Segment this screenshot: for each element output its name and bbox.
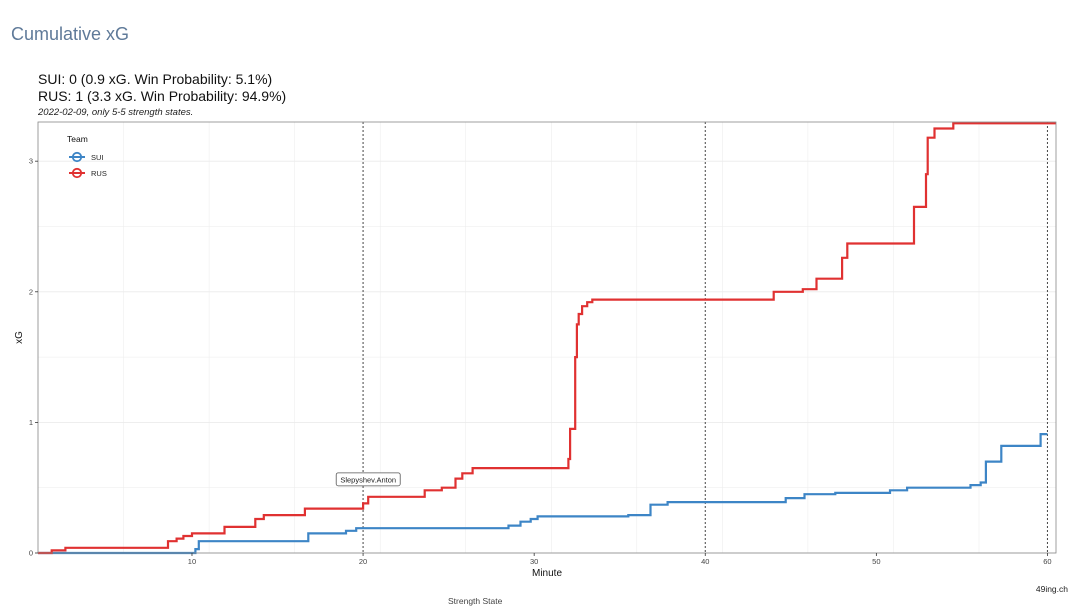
annotation-label: Slepyshev.Anton [340,475,396,484]
x-tick-label: 60 [1043,557,1051,566]
x-axis-title: Minute [532,568,562,579]
y-tick-label: 2 [29,287,33,296]
x-tick-label: 50 [872,557,880,566]
chart-subtitle-sui: SUI: 0 (0.9 xG. Win Probability: 5.1%) [38,71,273,87]
y-axis-title: xG [14,331,25,344]
x-tick-label: 40 [701,557,709,566]
series-line-rus [38,122,1056,555]
source-credit: 49ing.ch [1035,584,1068,594]
legend-label-rus: RUS [91,169,107,178]
strength-state-legend-title: Strength State [448,596,503,606]
legend-label-sui: SUI [91,153,104,162]
series-line-sui [38,433,1048,555]
legend-key-rus [71,167,83,179]
chart-caption: 2022-02-09, only 5-5 strength states. [38,107,194,118]
x-tick-label: 10 [188,557,196,566]
y-tick-label: 0 [29,549,33,558]
x-tick-label: 30 [530,557,538,566]
plot-panel [38,122,1056,553]
legend-key-sui [71,151,83,163]
section-title: Cumulative xG [11,24,130,44]
y-tick-label: 3 [29,157,33,166]
legend-title: Team [67,134,88,144]
annotation-box [335,472,401,487]
chart-subtitle-rus: RUS: 1 (3.3 xG. Win Probability: 94.9%) [38,88,287,104]
x-tick-label: 20 [359,557,367,566]
plot-border [37,121,1057,554]
y-tick-label: 1 [29,418,33,427]
